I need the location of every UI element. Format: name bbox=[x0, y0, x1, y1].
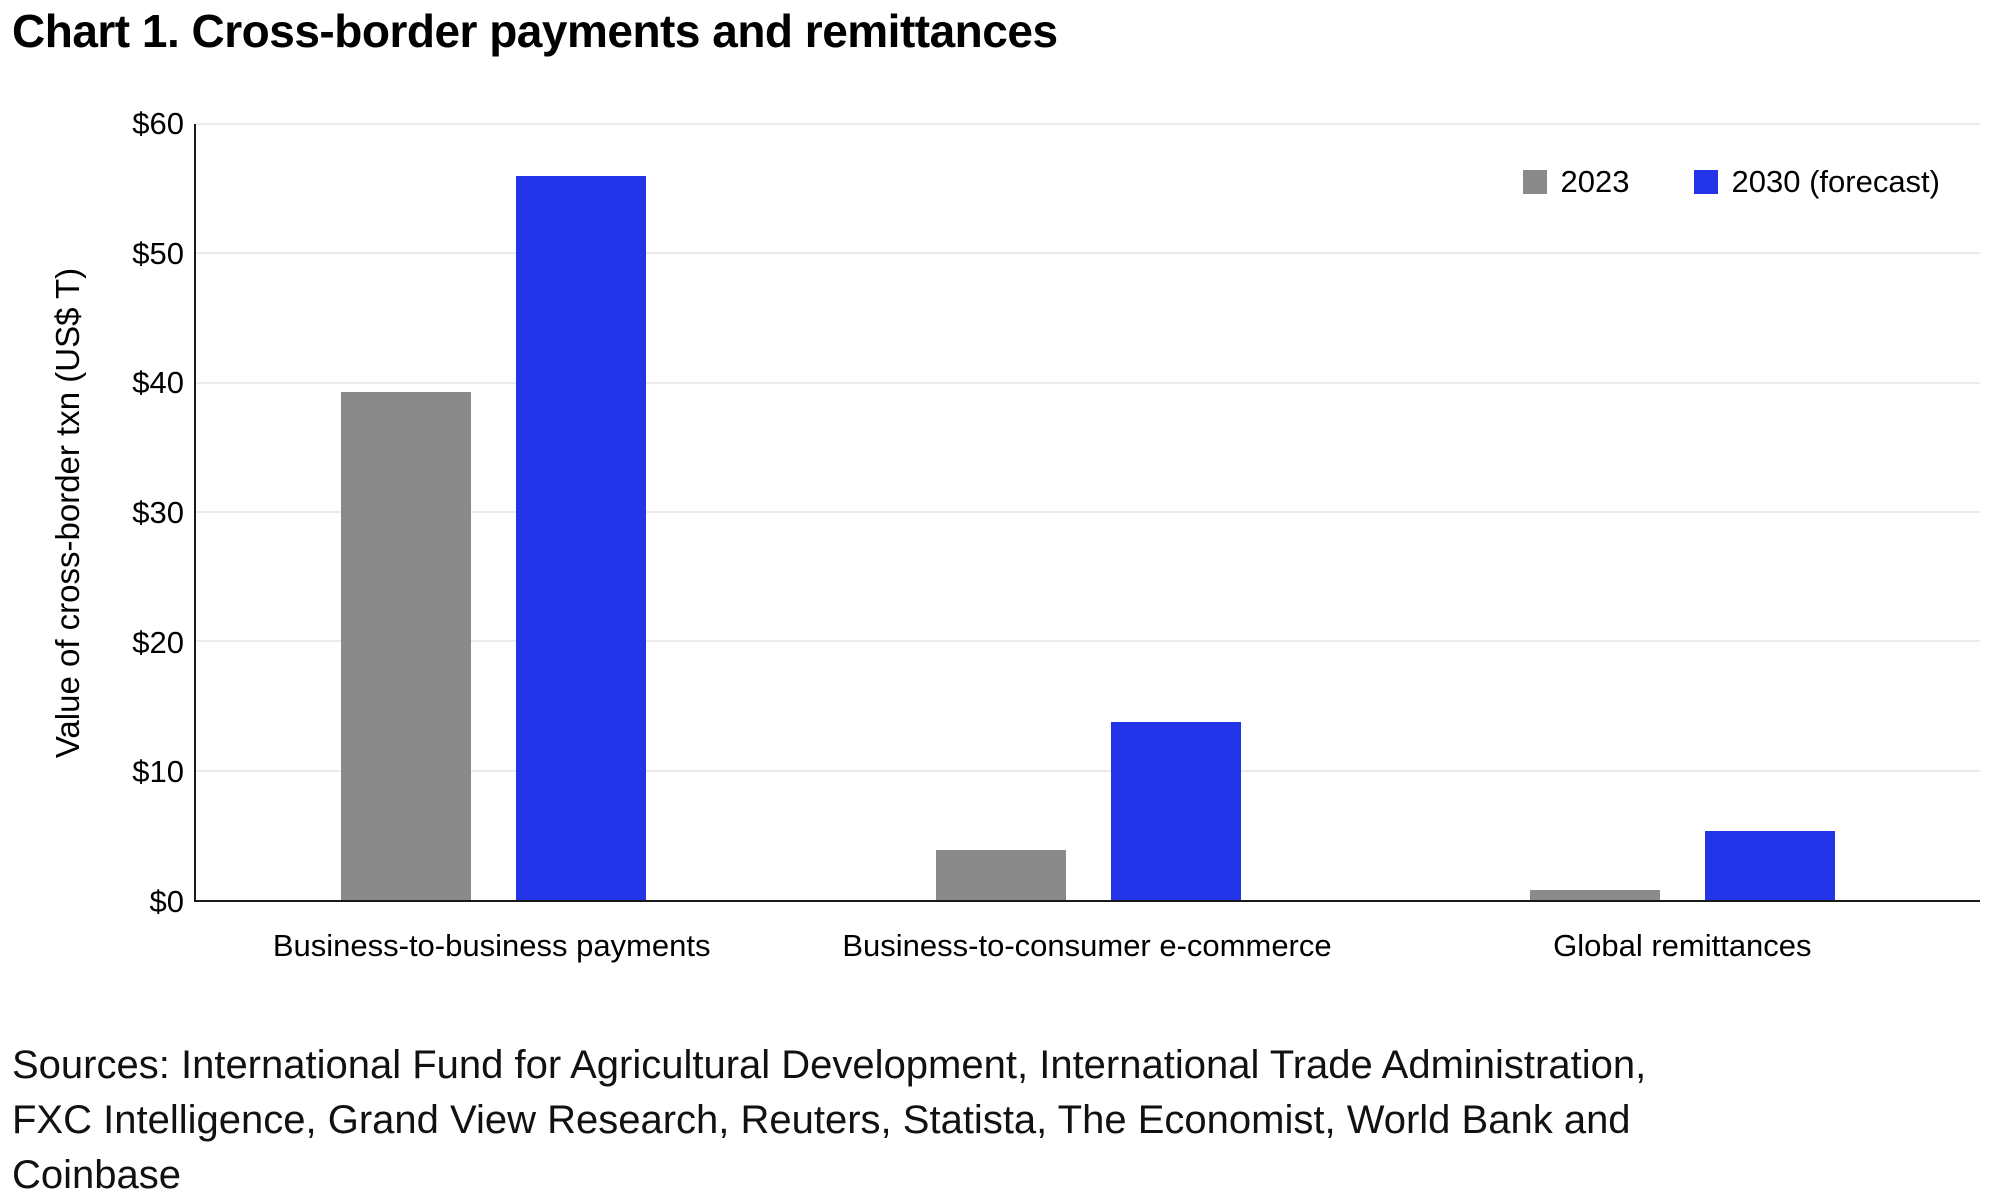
legend-item-2023: 2023 bbox=[1522, 164, 1630, 200]
bar-s1-c2 bbox=[1705, 831, 1836, 900]
gridline bbox=[196, 123, 1980, 125]
legend: 2023 2030 (forecast) bbox=[1522, 164, 1941, 200]
gridline bbox=[196, 252, 1980, 255]
sources-text: Sources: International Fund for Agricult… bbox=[12, 1038, 1952, 1193]
y-tick-label: $30 bbox=[132, 495, 184, 530]
y-ticks: $0 $10 $20 $30 $40 $50 $60 bbox=[0, 106, 184, 919]
legend-label: 2030 (forecast) bbox=[1731, 164, 1941, 199]
x-category-label: Global remittances bbox=[1553, 928, 1812, 963]
x-labels: Business-to-business payments Business-to… bbox=[194, 928, 1980, 964]
x-category-label: Business-to-business payments bbox=[272, 928, 711, 963]
legend-item-2030-forecast: 2030 (forecast) bbox=[1693, 164, 1941, 200]
plot-area: 2023 2030 (forecast) bbox=[194, 123, 1980, 902]
gridline bbox=[196, 511, 1980, 513]
bar-s1-c1 bbox=[1110, 721, 1241, 900]
chart-title: Chart 1. Cross-border payments and remit… bbox=[12, 5, 1058, 57]
gridline bbox=[196, 640, 1980, 643]
legend-label: 2023 bbox=[1560, 164, 1630, 199]
sources-line: FXC Intelligence, Grand View Research, R… bbox=[12, 1098, 1631, 1142]
bar-s0-c0 bbox=[340, 391, 471, 900]
x-category-label: Business-to-consumer e-commerce bbox=[842, 928, 1332, 963]
legend-swatch bbox=[1522, 170, 1547, 194]
bar-s0-c2 bbox=[1530, 889, 1661, 900]
y-tick-label: $0 bbox=[149, 884, 184, 919]
bar-s1-c0 bbox=[515, 175, 646, 900]
bar-s0-c1 bbox=[935, 849, 1066, 900]
y-tick-label: $10 bbox=[132, 754, 184, 790]
y-tick-label: $50 bbox=[132, 235, 184, 271]
y-tick-label: $20 bbox=[132, 624, 184, 660]
gridline bbox=[196, 381, 1980, 384]
gridline bbox=[196, 769, 1980, 772]
sources-line: Sources: International Fund for Agricult… bbox=[12, 1043, 1647, 1087]
legend-swatch bbox=[1693, 170, 1718, 194]
y-tick-label: $40 bbox=[132, 365, 184, 401]
sources-line: Coinbase bbox=[12, 1153, 182, 1193]
y-tick-label: $60 bbox=[132, 106, 184, 141]
